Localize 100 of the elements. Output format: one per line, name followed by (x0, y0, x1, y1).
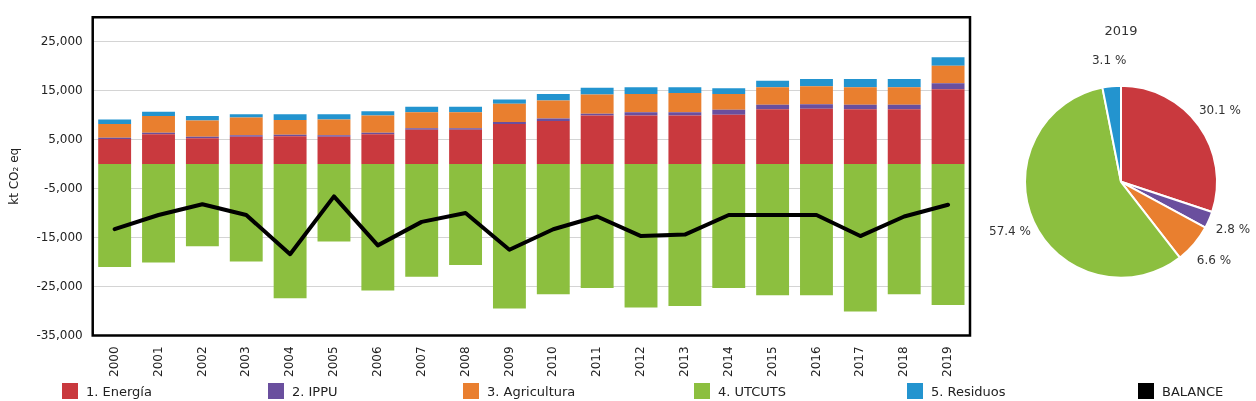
legend-label: 3. Agricultura (487, 383, 576, 399)
bar (712, 94, 746, 110)
bar (756, 80, 790, 88)
bar (229, 114, 263, 118)
bar (756, 164, 790, 296)
bar (536, 94, 570, 101)
bar (931, 89, 965, 165)
bar (887, 78, 921, 88)
bar (229, 164, 263, 262)
bar (185, 164, 219, 247)
bar (887, 104, 921, 110)
bar (712, 109, 746, 115)
data-label: 57.4 % (989, 224, 1031, 239)
bar (98, 119, 132, 124)
bar (931, 83, 965, 90)
legend-label: 5. Residuos (931, 383, 1006, 399)
bar (185, 120, 219, 137)
bar (843, 78, 877, 88)
bar (317, 114, 351, 120)
legend-label: 2. IPPU (292, 383, 338, 399)
bar (273, 114, 307, 121)
bar (668, 87, 702, 94)
x-tick-label: 2019 (940, 346, 955, 378)
x-tick-label: 2000 (106, 346, 121, 378)
bar (800, 78, 833, 87)
bar (668, 164, 702, 307)
bar (98, 123, 132, 138)
x-tick-label: 2001 (150, 346, 165, 378)
bar (536, 121, 570, 165)
bar (405, 164, 439, 277)
bar (492, 164, 526, 309)
y-tick-label: 15,000 (40, 82, 83, 97)
bar (536, 164, 570, 295)
bar (624, 112, 658, 116)
bar (712, 114, 746, 165)
bar (273, 120, 307, 135)
bar (668, 112, 702, 116)
bar (492, 103, 526, 122)
bar (361, 164, 395, 291)
bar (843, 104, 877, 110)
x-tick-label: 2015 (764, 346, 779, 378)
chart-title: 2019 (1104, 23, 1138, 39)
legend-label: BALANCE (1162, 383, 1224, 399)
bar (536, 100, 570, 119)
y-tick-label: 25,000 (40, 33, 83, 48)
x-tick-label: 2007 (413, 346, 428, 378)
bar (756, 87, 790, 105)
bar (624, 94, 658, 113)
bar (756, 104, 790, 110)
bar (800, 164, 833, 296)
x-tick-label: 2005 (326, 346, 341, 378)
y-tick-label: -35,000 (36, 327, 83, 342)
bar (624, 87, 658, 95)
bar (361, 111, 395, 116)
data-label: 6.6 % (1196, 252, 1232, 267)
bar (624, 115, 658, 165)
bar (843, 87, 877, 105)
bar (580, 164, 614, 288)
x-tick-label: 2016 (808, 346, 823, 378)
bar (273, 164, 307, 299)
bar (142, 111, 175, 117)
bar (229, 136, 263, 165)
bar (931, 57, 965, 66)
bar (668, 115, 702, 165)
bar (580, 87, 614, 95)
x-tick-label: 2017 (852, 346, 867, 378)
bar (580, 115, 614, 165)
bar (361, 134, 395, 165)
x-tick-label: 2011 (589, 346, 604, 378)
data-label: 2.8 % (1215, 222, 1251, 237)
bar (317, 119, 351, 136)
x-tick-label: 2014 (720, 346, 735, 378)
bar (624, 164, 658, 308)
bar (229, 117, 263, 136)
bar (887, 109, 921, 165)
bar (712, 88, 746, 95)
x-tick-label: 2006 (369, 346, 384, 378)
data-label: 30.1 % (1198, 102, 1241, 117)
x-tick-label: 2010 (545, 346, 560, 378)
bar (756, 109, 790, 165)
bar (887, 164, 921, 295)
legend-label: 4. UTCUTS (718, 383, 787, 399)
bar (449, 129, 483, 165)
y-tick-label: 5,000 (48, 131, 83, 146)
bar (492, 123, 526, 165)
x-tick-label: 2002 (194, 346, 209, 378)
bar (843, 164, 877, 312)
bar (800, 86, 833, 105)
bar (449, 106, 483, 113)
bar (668, 93, 702, 113)
legend-label: 1. Energía (86, 383, 152, 399)
y-tick-label: -25,000 (36, 278, 83, 293)
x-tick-label: 2009 (501, 346, 516, 378)
bar (449, 112, 483, 129)
y-axis-title: kt CO₂ eq (7, 147, 22, 205)
bar (405, 129, 439, 165)
bar (185, 138, 219, 165)
bar (887, 87, 921, 105)
bar (800, 104, 833, 109)
bar (98, 164, 132, 267)
